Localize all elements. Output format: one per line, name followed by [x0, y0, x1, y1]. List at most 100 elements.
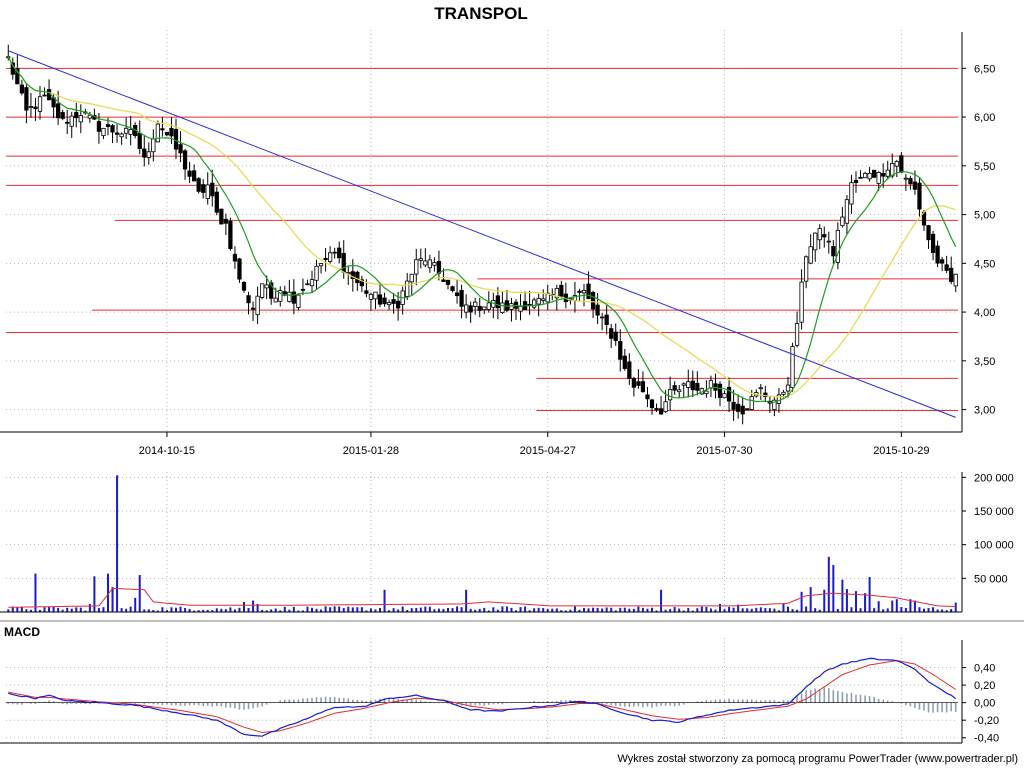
- volume-bar: [315, 608, 318, 612]
- volume-bar: [678, 608, 681, 612]
- macd-histogram-bar: [311, 697, 313, 703]
- macd-histogram-bar: [483, 702, 486, 706]
- time-tick-label: 2015-04-27: [520, 445, 576, 457]
- macd-histogram-bar: [225, 702, 227, 708]
- volume-bar: [442, 609, 445, 612]
- candle-body: [885, 169, 890, 177]
- candle-body: [232, 253, 238, 262]
- macd-histogram-bar: [492, 702, 495, 705]
- volume-bar: [696, 608, 699, 612]
- macd-histogram-bar: [383, 698, 386, 703]
- candle-body: [749, 396, 754, 410]
- volume-bar: [782, 603, 785, 612]
- volume-bar: [796, 609, 799, 612]
- candle-body: [423, 260, 428, 266]
- volume-bar: [882, 609, 885, 612]
- macd-histogram-bar: [542, 701, 544, 703]
- macd-histogram-bar: [352, 699, 354, 703]
- macd-histogram-bar: [741, 699, 744, 703]
- macd-histogram-bar: [347, 698, 350, 703]
- candle-body: [536, 298, 541, 305]
- volume-bar: [252, 600, 255, 612]
- volume-bar: [895, 599, 898, 612]
- candle-body: [790, 346, 795, 388]
- macd-histogram-bar: [760, 700, 762, 703]
- volume-bar: [179, 606, 182, 612]
- macd-histogram-bar: [66, 702, 68, 705]
- macd-histogram-bar: [651, 702, 653, 708]
- volume-bar: [605, 607, 608, 612]
- volume-tick-label: 50 000: [974, 573, 1008, 585]
- candle-body: [418, 258, 423, 261]
- volume-bar: [52, 606, 55, 612]
- volume-bar: [383, 589, 386, 612]
- macd-histogram-bar: [900, 702, 903, 704]
- moving-average-long: [7, 56, 956, 398]
- volume-bar: [410, 608, 413, 612]
- macd-histogram-bar: [401, 699, 404, 703]
- candle-body: [949, 267, 954, 282]
- macd-histogram-bar: [941, 702, 943, 713]
- volume-bar: [379, 607, 381, 612]
- volume-bar: [850, 607, 853, 612]
- candle-body: [305, 283, 310, 286]
- macd-histogram-bar: [886, 700, 889, 703]
- macd-histogram-bar: [873, 696, 875, 703]
- macd-histogram-bar: [891, 701, 894, 703]
- volume-bar: [360, 607, 363, 612]
- macd-histogram-bar: [905, 702, 907, 706]
- macd-histogram-bar: [216, 702, 218, 707]
- macd-histogram-bar: [220, 702, 223, 707]
- volume-bar: [533, 608, 536, 612]
- time-tick-label: 2015-10-29: [873, 445, 929, 457]
- macd-histogram-bar: [664, 702, 667, 706]
- candle-body: [124, 127, 129, 134]
- macd-histogram-bar: [814, 688, 816, 703]
- candle-body: [554, 287, 559, 299]
- volume-bar: [256, 603, 259, 612]
- volume-bar: [129, 606, 132, 612]
- candle-body: [804, 256, 809, 282]
- candle-body: [69, 115, 74, 127]
- volume-bar: [397, 609, 400, 612]
- volume-bar: [596, 607, 599, 612]
- volume-bar: [655, 610, 658, 612]
- macd-histogram-bar: [877, 698, 880, 703]
- volume-bar: [560, 610, 563, 612]
- macd-histogram-bar: [859, 694, 862, 703]
- candle-body: [473, 301, 478, 307]
- volume-bar: [365, 610, 368, 612]
- macd-histogram-bar: [605, 702, 608, 705]
- volume-bar: [836, 609, 839, 612]
- candle-body: [622, 355, 627, 369]
- macd-histogram-bar: [945, 702, 948, 713]
- volume-bar: [447, 607, 449, 612]
- candle-body: [296, 294, 301, 308]
- macd-histogram-bar: [80, 702, 82, 704]
- volume-bar: [184, 607, 187, 612]
- candle-body: [881, 172, 886, 177]
- volume-bar: [673, 607, 676, 612]
- volume-bar: [936, 609, 939, 612]
- candle-body: [772, 399, 777, 410]
- macd-histogram-bar: [161, 702, 164, 706]
- candle-body: [278, 290, 283, 302]
- volume-bar: [165, 610, 168, 612]
- macd-histogram-bar: [16, 702, 19, 705]
- macd-histogram-bar: [306, 698, 309, 703]
- volume-bar: [583, 607, 585, 612]
- volume-bar: [528, 610, 531, 612]
- volume-bar: [338, 606, 341, 612]
- macd-histogram-bar: [238, 702, 241, 710]
- volume-bar: [324, 606, 327, 612]
- volume-bar: [202, 609, 205, 612]
- macd-histogram-bar: [392, 699, 395, 703]
- macd-histogram-bar: [474, 702, 476, 706]
- macd-histogram-bar: [750, 699, 753, 703]
- macd-histogram-bar: [324, 696, 327, 703]
- candle-body: [101, 127, 106, 137]
- volume-bar: [61, 609, 64, 612]
- macd-histogram-bar: [950, 702, 952, 712]
- volume-bar: [7, 609, 10, 612]
- macd-histogram-bar: [89, 702, 91, 705]
